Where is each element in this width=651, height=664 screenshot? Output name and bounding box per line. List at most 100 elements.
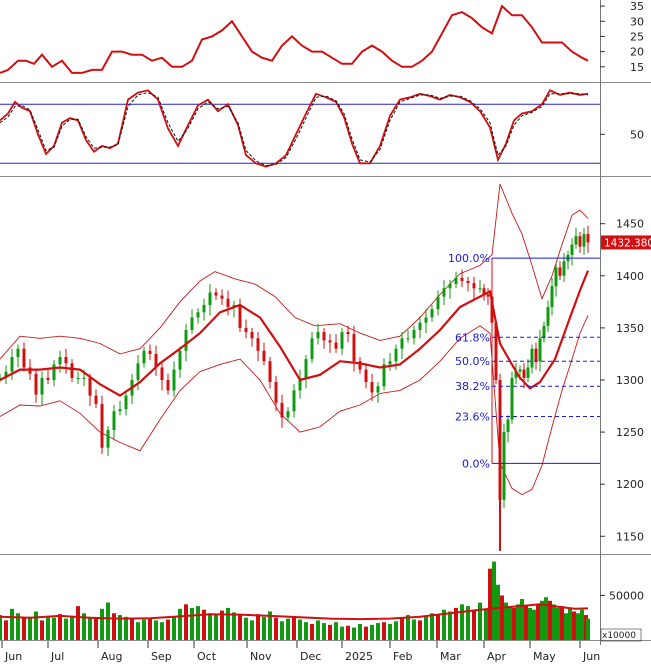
volume-bar bbox=[256, 614, 260, 640]
volume-bar bbox=[412, 619, 416, 640]
candle-body bbox=[418, 322, 422, 330]
volume-bar bbox=[448, 611, 452, 640]
adx-line bbox=[0, 4, 589, 74]
volume-bar bbox=[316, 620, 320, 640]
candle-body bbox=[292, 390, 296, 412]
volume-bar bbox=[190, 607, 194, 640]
volume-bar bbox=[130, 618, 134, 640]
volume-bar bbox=[76, 606, 80, 640]
volume-bar bbox=[388, 623, 392, 640]
fibonacci-level-label: 23.6% bbox=[455, 410, 490, 423]
candle-body bbox=[250, 332, 254, 339]
volume-bar bbox=[286, 618, 290, 640]
volume-bar bbox=[0, 615, 2, 640]
candle-body bbox=[118, 409, 122, 412]
volume-bar bbox=[346, 625, 350, 640]
month-label: Aug bbox=[101, 650, 122, 663]
volume-bar bbox=[424, 615, 428, 640]
volume-bar bbox=[196, 606, 200, 640]
volume-bar bbox=[70, 615, 74, 640]
candle-body bbox=[196, 312, 200, 318]
volume-bar bbox=[172, 616, 176, 640]
volume-bar bbox=[82, 613, 86, 640]
volume-bar bbox=[586, 618, 590, 640]
volume-bar bbox=[166, 619, 170, 640]
candle-body bbox=[52, 364, 56, 380]
volume-bar bbox=[352, 627, 356, 640]
volume-bar bbox=[460, 604, 464, 640]
month-label: 2025 bbox=[345, 650, 373, 663]
candle-body bbox=[286, 411, 290, 418]
volume-bar bbox=[124, 616, 128, 640]
volume-bar bbox=[142, 619, 146, 640]
volume-bar bbox=[364, 626, 368, 640]
volume-bar bbox=[178, 608, 182, 640]
rsi-panel: 50 bbox=[0, 89, 644, 168]
last-price-label: 1432.380 bbox=[604, 237, 651, 249]
adx-tick-label: 20 bbox=[630, 46, 644, 59]
volume-bar bbox=[576, 613, 580, 640]
volume-bar bbox=[552, 604, 556, 640]
volume-bar bbox=[580, 609, 584, 640]
fibonacci-level-label: 38.2% bbox=[455, 380, 490, 393]
volume-bar bbox=[280, 621, 284, 640]
volume-bar bbox=[500, 595, 504, 640]
volume-bar bbox=[496, 584, 500, 640]
candle-body bbox=[546, 307, 550, 326]
volume-bar bbox=[520, 599, 524, 640]
volume-bar bbox=[184, 604, 188, 640]
candle-body bbox=[376, 386, 380, 393]
bollinger-upper-band bbox=[0, 183, 589, 360]
volume-bar bbox=[244, 617, 248, 640]
volume-bar bbox=[298, 619, 302, 640]
volume-bar bbox=[516, 604, 520, 640]
volume-bar bbox=[94, 618, 98, 640]
candle-body bbox=[406, 338, 410, 340]
candle-body bbox=[352, 334, 356, 362]
volume-bar bbox=[52, 617, 56, 640]
fibonacci-level-label: 50.0% bbox=[455, 355, 490, 368]
month-label: Oct bbox=[197, 650, 217, 663]
candle-body bbox=[316, 332, 320, 339]
volume-bar bbox=[238, 615, 242, 640]
candle-body bbox=[4, 371, 8, 378]
candle-body bbox=[358, 361, 362, 370]
candle-body bbox=[40, 377, 44, 395]
volume-bar bbox=[540, 600, 544, 640]
candle-body bbox=[340, 332, 344, 349]
candle-body bbox=[184, 329, 188, 351]
candle-body bbox=[478, 288, 482, 290]
candle-body bbox=[442, 288, 446, 297]
candle-body bbox=[562, 261, 566, 276]
volume-bar bbox=[442, 609, 446, 640]
month-label: Nov bbox=[250, 650, 272, 663]
volume-bar bbox=[504, 602, 508, 640]
candle-body bbox=[100, 403, 104, 448]
volume-bar bbox=[40, 620, 44, 640]
volume-bar bbox=[322, 623, 326, 640]
volume-bar bbox=[528, 607, 532, 640]
volume-bar bbox=[100, 608, 104, 640]
candle-body bbox=[226, 298, 230, 308]
candle-body bbox=[148, 350, 152, 354]
candle-body bbox=[530, 348, 534, 368]
adx-panel: 15 20 25 30 35 bbox=[0, 0, 644, 74]
candle-body bbox=[436, 296, 440, 310]
price-tick-label: 1150 bbox=[616, 530, 644, 543]
candle-body bbox=[570, 244, 574, 255]
adx-tick-label: 35 bbox=[630, 0, 644, 13]
candle-body bbox=[88, 377, 92, 396]
candle-body bbox=[154, 353, 158, 368]
moving-average-line bbox=[0, 270, 590, 397]
candle-body bbox=[274, 382, 278, 403]
month-label: Jun bbox=[4, 650, 22, 663]
candle-body bbox=[322, 332, 326, 341]
candle-body bbox=[238, 304, 242, 328]
fibonacci-level-label: 61.8% bbox=[455, 331, 490, 344]
candle-body bbox=[328, 340, 332, 343]
month-label: Feb bbox=[393, 650, 412, 663]
candle-body bbox=[112, 411, 116, 430]
month-label: Apr bbox=[487, 650, 507, 663]
month-label: Sep bbox=[151, 650, 172, 663]
volume-bar bbox=[304, 622, 308, 640]
